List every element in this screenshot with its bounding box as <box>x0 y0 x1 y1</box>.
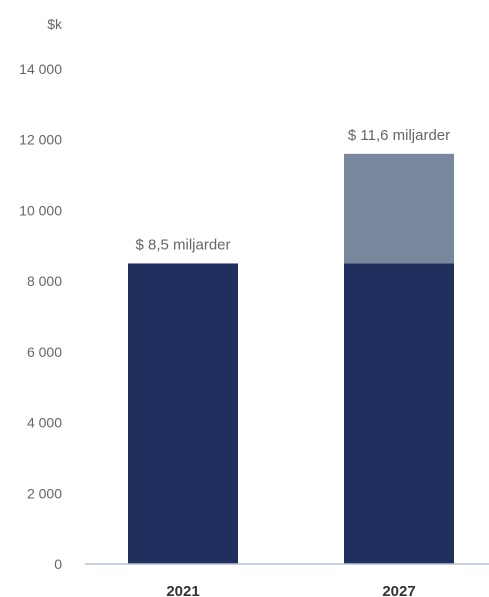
y-tick-label: 12 000 <box>19 132 62 148</box>
category-label-2021: 2021 <box>166 583 199 597</box>
y-tick-label: 4 000 <box>27 415 62 431</box>
y-axis-ticks: 0 2 000 4 000 6 000 8 000 10 000 12 000 14 000 <box>19 61 62 572</box>
x-axis-category-labels: 2021 2027 <box>166 583 415 597</box>
y-tick-label: 2 000 <box>27 485 62 501</box>
bars <box>128 154 454 564</box>
data-label-2027: $ 11,6 miljarder <box>348 127 450 144</box>
bar-2027-segment-1 <box>344 263 454 564</box>
category-label-2027: 2027 <box>382 583 415 597</box>
y-tick-label: 6 000 <box>27 344 62 360</box>
y-tick-label: 14 000 <box>19 61 62 77</box>
data-label-2021: $ 8,5 miljarder <box>135 236 230 253</box>
y-axis-unit-label: $k <box>47 16 63 32</box>
y-tick-label: 0 <box>54 556 62 572</box>
y-tick-label: 10 000 <box>19 202 62 218</box>
bar-2027-segment-2 <box>344 154 454 264</box>
bar-2021-segment-1 <box>128 263 238 564</box>
y-tick-label: 8 000 <box>27 273 62 289</box>
